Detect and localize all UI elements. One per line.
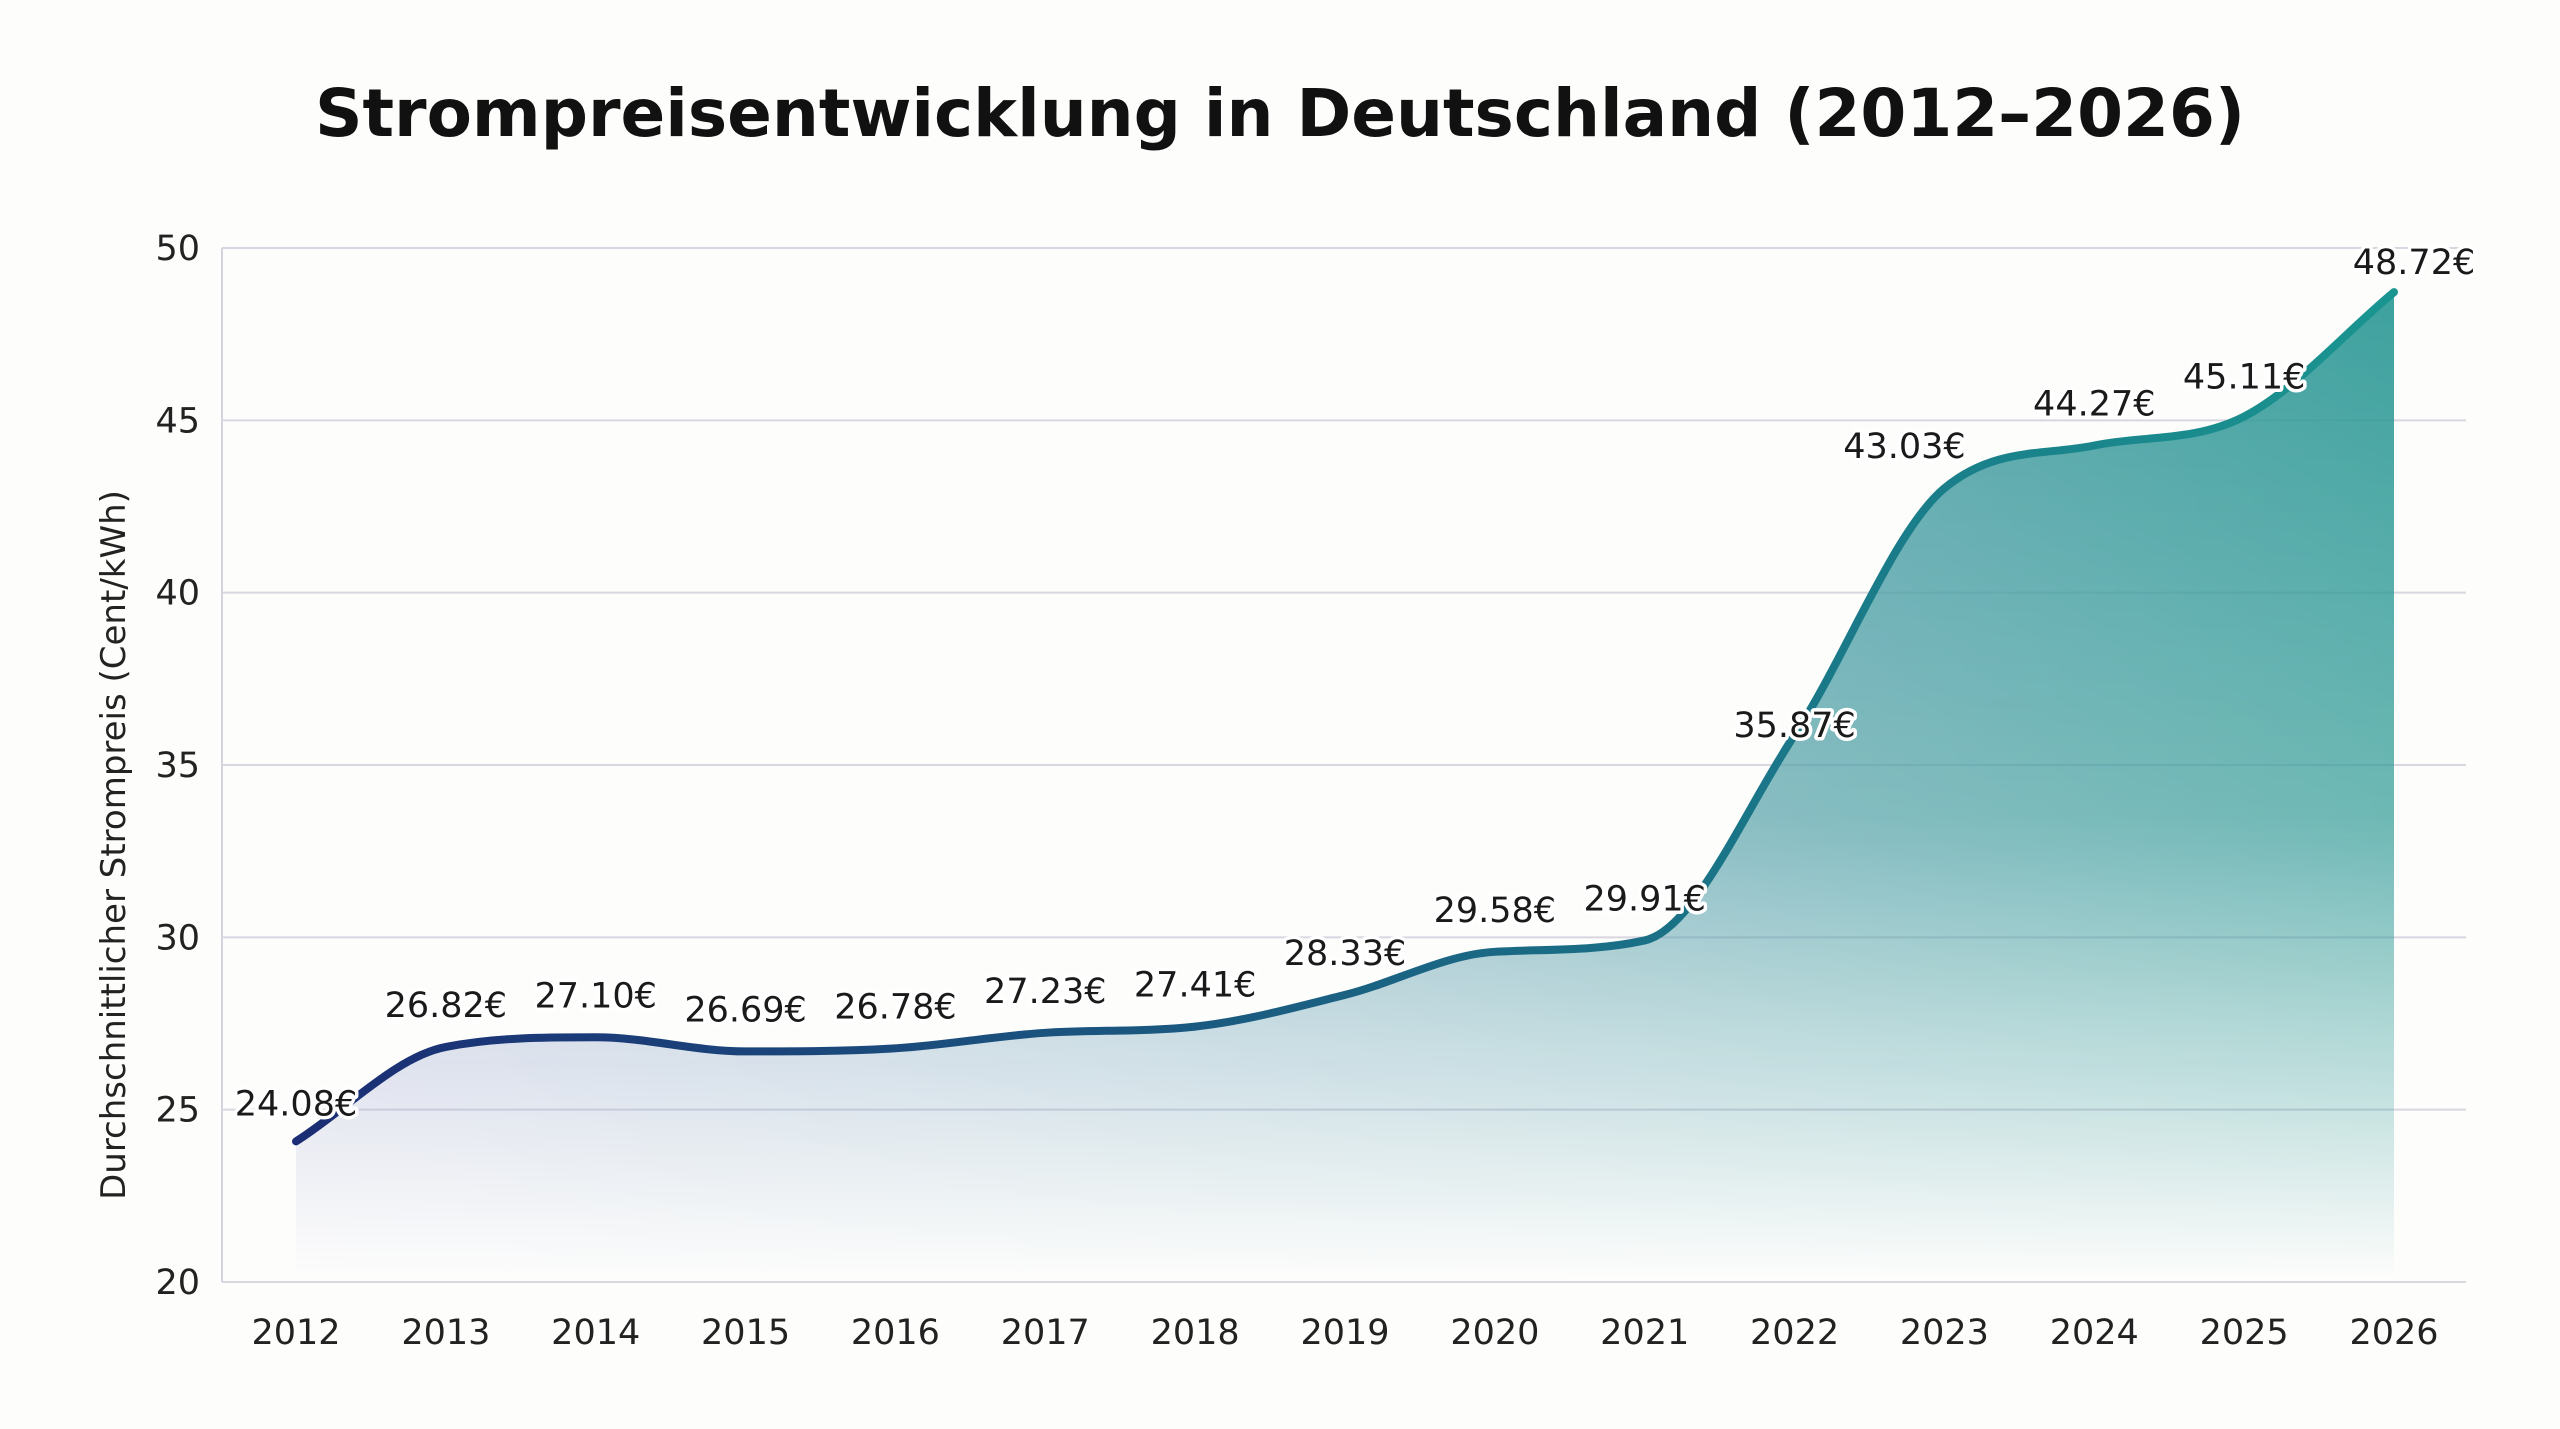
x-tick-label: 2019: [1300, 1313, 1389, 1353]
data-label: 45.11€: [2183, 358, 2305, 398]
data-label: 26.82€: [385, 986, 507, 1026]
y-tick-label: 35: [155, 746, 200, 786]
data-label: 24.08€: [235, 1084, 357, 1124]
x-tick-label: 2017: [1001, 1313, 1090, 1353]
x-tick-label: 2018: [1151, 1313, 1240, 1353]
y-tick-label: 20: [155, 1263, 200, 1303]
data-label: 27.10€: [534, 976, 656, 1016]
data-label: 26.78€: [834, 987, 956, 1027]
x-tick-label: 2024: [2050, 1313, 2139, 1353]
chart-title: Strompreisentwicklung in Deutschland (20…: [315, 75, 2245, 152]
x-tick-label: 2014: [551, 1313, 640, 1353]
x-tick-label: 2022: [1750, 1313, 1839, 1353]
data-label: 27.23€: [984, 972, 1106, 1012]
x-tick-label: 2013: [401, 1313, 490, 1353]
data-label: 35.87€: [1733, 706, 1855, 746]
x-tick-label: 2026: [2349, 1313, 2438, 1353]
y-tick-label: 40: [155, 574, 200, 614]
x-tick-label: 2023: [1900, 1313, 1989, 1353]
data-label: 48.72€: [2353, 243, 2475, 283]
x-tick-label: 2020: [1450, 1313, 1539, 1353]
x-tick-label: 2025: [2200, 1313, 2289, 1353]
y-axis-ticks: 20 25 30 35 40 45 50: [155, 229, 200, 1303]
data-label: 26.69€: [684, 990, 806, 1030]
y-axis-label: Durchschnittlicher Strompreis (Cent/kWh): [94, 490, 134, 1200]
x-tick-label: 2015: [701, 1313, 790, 1353]
x-axis-ticks: 2012 2013 2014 2015 2016 2017 2018 2019 2020 2021…: [251, 1313, 2438, 1353]
data-label: 29.58€: [1434, 891, 1556, 931]
data-label: 43.03€: [1843, 427, 1965, 467]
y-tick-label: 25: [155, 1091, 200, 1131]
y-tick-label: 30: [155, 918, 200, 958]
x-tick-label: 2021: [1600, 1313, 1689, 1353]
x-tick-label: 2012: [251, 1313, 340, 1353]
data-label: 28.33€: [1284, 934, 1406, 974]
area-fill: [296, 292, 2394, 1275]
series-line: [292, 288, 2398, 1146]
y-tick-label: 45: [155, 401, 200, 441]
y-tick-label: 50: [155, 229, 200, 269]
x-tick-label: 2016: [851, 1313, 940, 1353]
data-labels: 24.08€ 26.82€ 27.10€ 26.69€ 26.78€ 27.23€ 27.4…: [231, 240, 2478, 1128]
data-label: 44.27€: [2033, 384, 2155, 424]
data-label: 27.41€: [1134, 966, 1256, 1006]
data-label: 29.91€: [1583, 879, 1705, 919]
